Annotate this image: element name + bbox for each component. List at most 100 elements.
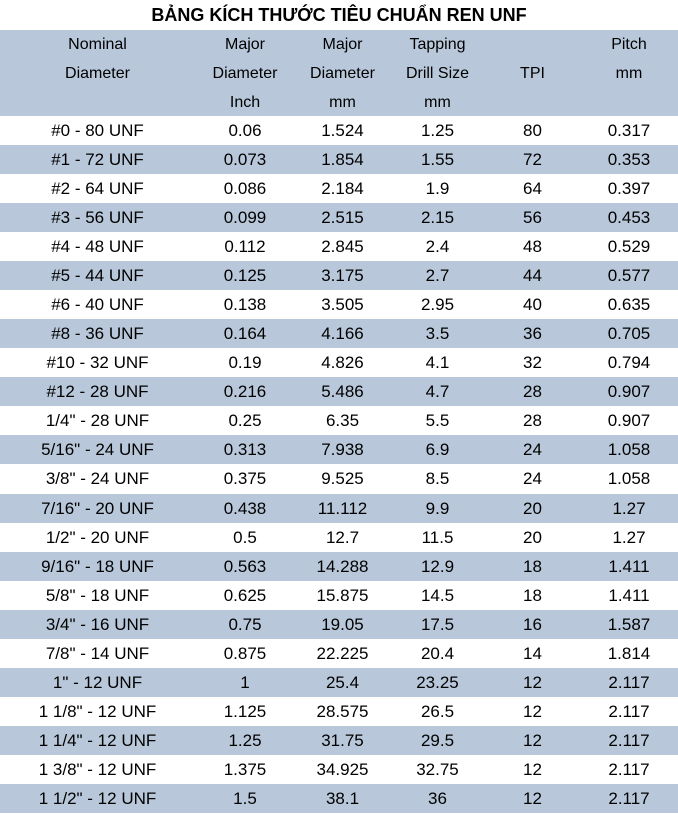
table-cell: 1/2" - 20 UNF <box>45 527 150 547</box>
table-cell: 25.4 <box>325 672 360 692</box>
table-cell: 7.938 <box>321 440 364 460</box>
table-cell: 0.313 <box>223 440 267 460</box>
table-row: 3/4" - 16 UNF 0.75 19.05 17.5 16 1.587 <box>0 609 678 639</box>
table-cell: 1.27 <box>612 527 646 547</box>
table-cell: 36 <box>523 324 542 344</box>
table-cell: 0.375 <box>223 469 267 489</box>
table-cell: 1.814 <box>607 643 651 663</box>
table-cell: 7/8" - 14 UNF <box>45 643 150 663</box>
table-cell: 4.166 <box>321 324 364 344</box>
table-cell: 0.317 <box>607 121 651 140</box>
table-cell: 1.524 <box>321 121 364 140</box>
table-cell: 1.27 <box>612 498 646 518</box>
table-cell: 3.5 <box>425 324 450 344</box>
header-text: Diameter <box>310 65 375 82</box>
table-cell: 2.117 <box>608 759 650 779</box>
table-cell: 19.05 <box>321 614 364 634</box>
table-cell: #12 - 28 UNF <box>46 382 149 402</box>
table-row: 9/16" - 18 UNF 0.563 14.288 12.9 18 1.411 <box>0 551 678 581</box>
table-cell: 18 <box>523 556 542 576</box>
table-cell: 2.7 <box>425 266 450 286</box>
table-cell: 72 <box>523 150 542 170</box>
table-row: 1/2" - 20 UNF 0.5 12.7 11.5 20 1.27 <box>0 523 678 552</box>
table-cell: 26.5 <box>420 701 455 721</box>
table-row: 1/4" - 28 UNF 0.25 6.35 5.5 28 0.907 <box>0 406 678 435</box>
table-cell: #3 - 56 UNF <box>51 208 144 228</box>
table-cell: #6 - 40 UNF <box>51 295 144 315</box>
table-cell: 0.453 <box>607 208 651 228</box>
table-row: 7/16" - 20 UNF 0.438 11.112 9.9 20 1.27 <box>0 493 678 523</box>
table-cell: 29.5 <box>420 730 455 750</box>
header-text: Tapping <box>409 36 466 53</box>
table-cell: 23.25 <box>416 672 459 692</box>
table-cell: 0.25 <box>228 411 262 431</box>
table-cell: 12 <box>523 759 542 779</box>
table-cell: 64 <box>523 179 542 199</box>
table-row: #0 - 80 UNF 0.06 1.524 1.25 80 0.317 <box>0 116 678 145</box>
table-cell: 14.5 <box>420 585 455 605</box>
table-cell: 1.25 <box>420 121 455 140</box>
table-cell: 14 <box>523 643 542 663</box>
header-text: Diameter <box>65 65 130 82</box>
table-cell: 2.845 <box>321 237 364 257</box>
table-cell: 5/16" - 24 UNF <box>41 440 154 460</box>
table-cell: 17.5 <box>420 614 455 634</box>
table-cell: #1 - 72 UNF <box>51 150 144 170</box>
header-cell: Major Diameter Inch <box>195 30 295 116</box>
table-cell: 0.164 <box>223 324 267 344</box>
table-cell: 1.854 <box>321 150 364 170</box>
table-cell: 1.5 <box>233 788 257 808</box>
table-cell: 1 1/8" - 12 UNF <box>38 701 157 721</box>
table-row: 1 3/8" - 12 UNF 1.375 34.925 32.75 12 2.117 <box>0 755 678 784</box>
table-cell: 2.4 <box>425 237 450 257</box>
header-cell: TPI <box>485 30 580 116</box>
table-row: 1" - 12 UNF 1 25.4 23.25 12 2.117 <box>0 667 678 697</box>
table-cell: 28 <box>523 382 542 402</box>
table-cell: 0.75 <box>228 614 262 634</box>
table-cell: 44 <box>523 266 542 286</box>
table-cell: 20 <box>523 498 542 518</box>
table-cell: 18 <box>523 585 542 605</box>
table-cell: 9.525 <box>321 469 364 489</box>
table-cell: 11.5 <box>421 527 454 547</box>
table-row: 1 1/4" - 12 UNF 1.25 31.75 29.5 12 2.117 <box>0 725 678 755</box>
table-cell: 2.15 <box>420 208 455 228</box>
table-cell: 31.75 <box>321 730 364 750</box>
table-cell: #0 - 80 UNF <box>51 121 144 140</box>
table-cell: 5.486 <box>321 382 364 402</box>
table-row: #4 - 48 UNF 0.112 2.845 2.4 48 0.529 <box>0 232 678 261</box>
table-cell: 56 <box>523 208 542 228</box>
table-cell: 28 <box>523 411 542 431</box>
table-cell: 0.635 <box>607 295 651 315</box>
table-cell: 5/8" - 18 UNF <box>45 585 150 605</box>
table-cell: 12 <box>523 788 542 808</box>
header-cell: Pitch mm <box>580 30 678 116</box>
table-row: #6 - 40 UNF 0.138 3.505 2.95 40 0.635 <box>0 290 678 319</box>
table-cell: 22.225 <box>316 643 369 663</box>
table-cell: 20 <box>523 527 542 547</box>
table-cell: 4.1 <box>425 353 450 373</box>
table-cell: 1.411 <box>608 585 650 605</box>
table-cell: #10 - 32 UNF <box>46 353 149 373</box>
table-cell: 32 <box>523 353 542 373</box>
header-cell: Major Diameter mm <box>295 30 390 116</box>
table-cell: 2.184 <box>321 179 364 199</box>
table-row: #3 - 56 UNF 0.099 2.515 2.15 56 0.453 <box>0 203 678 233</box>
header-text: Major <box>224 36 265 53</box>
header-text: Diameter <box>212 65 278 82</box>
header-text: Major <box>322 36 363 53</box>
table-cell: 1.058 <box>607 469 651 489</box>
table-cell: 2.515 <box>321 208 364 228</box>
table-cell: 24 <box>523 440 542 460</box>
table-cell: 9/16" - 18 UNF <box>41 556 154 576</box>
header-text: Drill Size <box>405 65 470 82</box>
table-cell: 12 <box>523 730 542 750</box>
table-cell: 3.175 <box>321 266 364 286</box>
table-cell: 0.397 <box>607 179 651 199</box>
table-cell: 0.086 <box>223 179 267 199</box>
table-cell: 0.875 <box>223 643 267 663</box>
table-cell: 24 <box>523 469 542 489</box>
table-cell: 11.112 <box>317 498 368 518</box>
table-cell: 12 <box>523 672 542 692</box>
